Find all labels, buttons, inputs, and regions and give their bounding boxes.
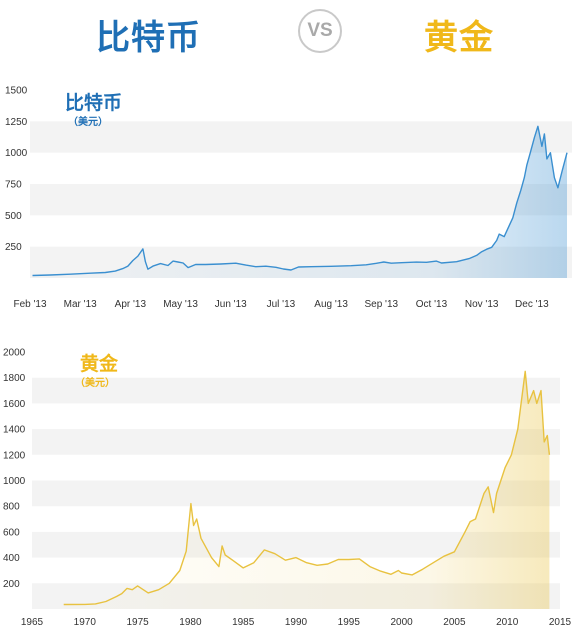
x-tick-label: 2005: [443, 617, 466, 628]
btc-price-line: [32, 125, 568, 277]
x-tick-label: Jun '13: [215, 299, 247, 310]
bitcoin-title: 比特币: [96, 18, 201, 58]
grid-band: [32, 480, 560, 507]
gold-series-title: 黄金: [80, 352, 119, 375]
y-tick-label: 750: [5, 180, 22, 191]
y-tick-label: 1500: [5, 86, 28, 97]
grid-band: [30, 184, 572, 216]
x-tick-label: 2010: [496, 617, 519, 628]
x-tick-label: Dec '13: [515, 299, 549, 310]
y-tick-label: 800: [3, 502, 20, 513]
y-tick-label: 500: [5, 211, 22, 222]
x-tick-label: Oct '13: [416, 299, 448, 310]
x-tick-label: 1990: [285, 617, 308, 628]
vs-badge: VS: [298, 9, 342, 53]
y-tick-label: 1000: [3, 476, 26, 487]
y-tick-label: 2000: [3, 348, 26, 359]
gold-title: 黄金: [424, 18, 494, 58]
bitcoin-price-chart: 250 500 750 1000 1250 1500 Feb '13 Mar '13 Apr '…: [5, 86, 572, 310]
gold-series-unit: （美元）: [75, 376, 115, 389]
x-tick-label: Apr '13: [115, 299, 147, 310]
y-tick-label: 600: [3, 527, 20, 538]
y-tick-label: 1400: [3, 425, 26, 436]
x-tick-label: 1985: [232, 617, 255, 628]
x-tick-label: 1975: [126, 617, 149, 628]
x-tick-label: 1970: [74, 617, 97, 628]
y-tick-label: 200: [3, 579, 20, 590]
y-tick-label: 1800: [3, 373, 26, 384]
x-tick-label: 1995: [338, 617, 361, 628]
x-tick-label: 2015: [549, 617, 572, 628]
x-tick-label: 1980: [179, 617, 202, 628]
x-tick-label: Aug '13: [314, 299, 348, 310]
y-tick-label: 1250: [5, 117, 28, 128]
btc-price-area: [32, 126, 567, 278]
grid-band: [32, 377, 560, 404]
grid-band: [32, 429, 560, 455]
y-tick-label: 1600: [3, 399, 26, 410]
grid-band: [30, 121, 572, 153]
y-tick-label: 1000: [5, 148, 28, 159]
gold-price-area: [63, 371, 550, 609]
x-tick-label: 2000: [390, 617, 413, 628]
y-tick-label: 1200: [3, 450, 26, 461]
x-tick-label: May '13: [163, 299, 198, 310]
btc-series-unit: （美元）: [68, 115, 108, 128]
y-tick-label: 250: [5, 242, 22, 253]
x-tick-label: Feb '13: [13, 299, 46, 310]
x-tick-label: 1965: [21, 617, 44, 628]
x-tick-label: Mar '13: [64, 299, 97, 310]
btc-series-title: 比特币: [65, 92, 122, 114]
gold-price-line: [63, 370, 551, 606]
x-tick-label: Jul '13: [267, 299, 296, 310]
y-tick-label: 400: [3, 553, 20, 564]
x-tick-label: Nov '13: [465, 299, 499, 310]
x-tick-label: Sep '13: [364, 299, 398, 310]
